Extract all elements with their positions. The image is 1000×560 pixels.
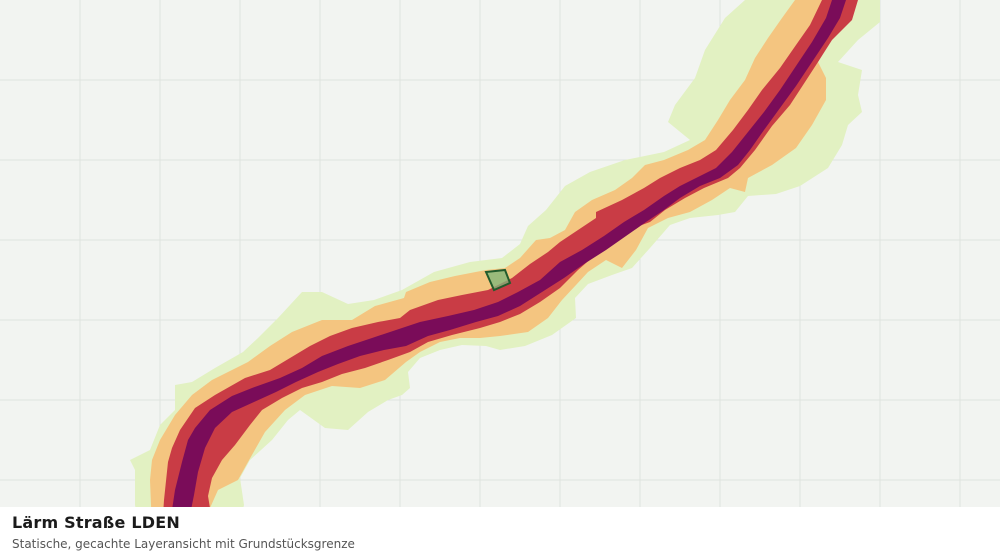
noise-band-red	[162, 0, 858, 560]
parcel-boundary[interactable]	[484, 268, 512, 292]
map-caption: Lärm Straße LDEN Statische, gecachte Lay…	[0, 507, 1000, 560]
map-subtitle: Statische, gecachte Layeransicht mit Gru…	[12, 537, 355, 551]
map-title: Lärm Straße LDEN	[12, 513, 180, 532]
